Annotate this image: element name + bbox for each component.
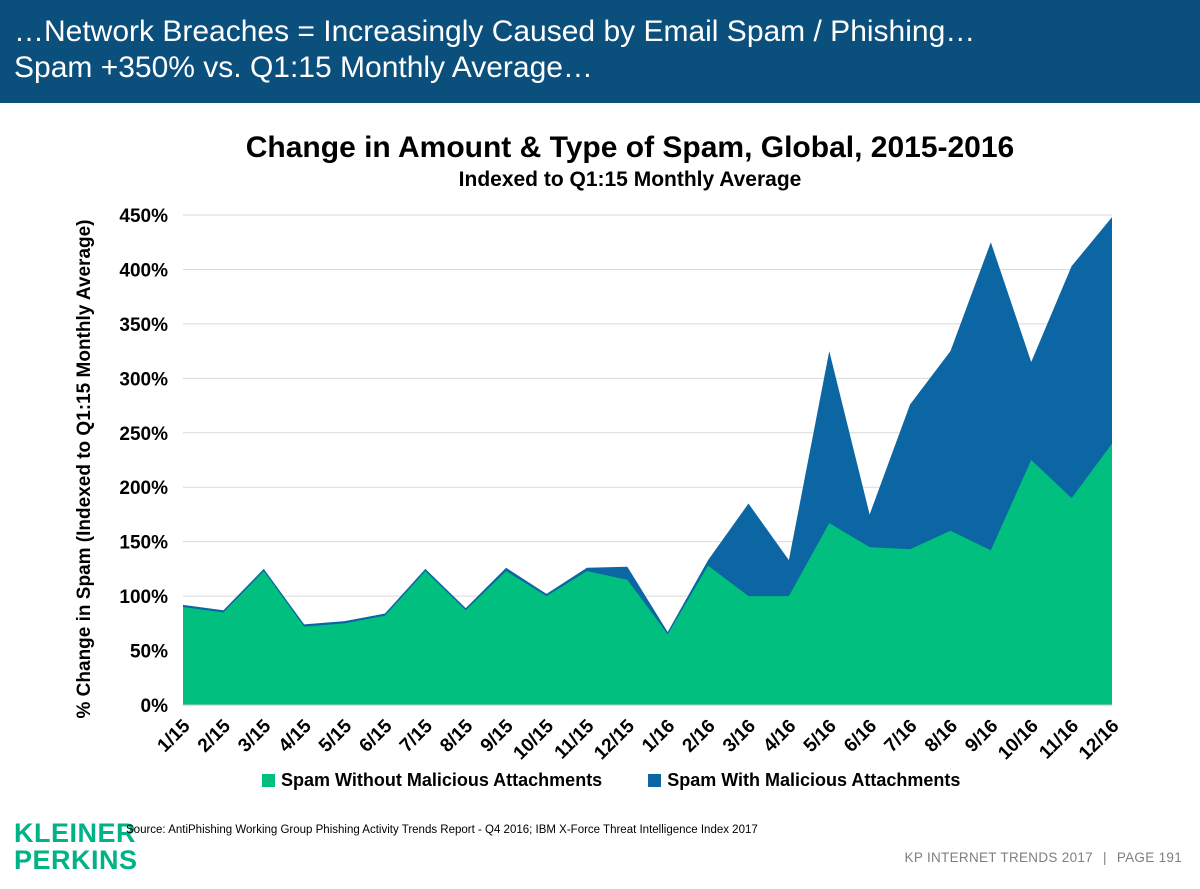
x-tick-label: 6/16 <box>840 716 881 757</box>
y-tick-label: 200% <box>119 478 168 499</box>
y-tick-label: 0% <box>141 696 169 717</box>
footer: KP INTERNET TRENDS 2017 | PAGE 191 <box>905 850 1182 865</box>
y-tick-label: 400% <box>119 260 168 281</box>
footer-page-number: PAGE 191 <box>1116 850 1182 865</box>
x-tick-label: 1/16 <box>638 716 679 757</box>
x-tick-label: 4/15 <box>275 715 316 756</box>
x-tick-label: 1/15 <box>154 715 195 756</box>
chart-title: Change in Amount & Type of Spam, Global,… <box>245 131 1015 164</box>
y-tick-label: 250% <box>119 424 168 445</box>
x-tick-label: 10/16 <box>994 716 1042 764</box>
x-tick-label: 3/15 <box>234 715 275 756</box>
chart-legend: Spam Without Malicious Attachments Spam … <box>262 768 1006 792</box>
x-tick-label: 10/15 <box>510 715 559 764</box>
source-note: Source: AntiPhishing Working Group Phish… <box>126 824 758 836</box>
x-tick-label: 5/15 <box>315 715 356 756</box>
slide-title-line2: Spam +350% vs. Q1:15 Monthly Average… <box>14 51 593 84</box>
x-tick-label: 11/15 <box>551 715 599 763</box>
legend-label: Spam With Malicious Attachments <box>667 769 961 790</box>
x-tick-label: 2/15 <box>194 715 235 756</box>
y-tick-label: 350% <box>119 315 168 336</box>
x-tick-label: 3/16 <box>719 716 760 757</box>
slide-title: …Network Breaches = Increasingly Caused … <box>14 14 1184 86</box>
footer-separator: | <box>1103 850 1107 865</box>
x-tick-label: 6/15 <box>355 715 396 756</box>
y-tick-label: 300% <box>119 369 168 390</box>
series-area-without-malicious-attachments <box>183 443 1112 705</box>
y-axis-label: % Change in Spam (Indexed to Q1:15 Month… <box>74 219 95 718</box>
legend-swatch-blue <box>648 773 662 787</box>
legend-item-with-malicious: Spam With Malicious Attachments <box>648 770 960 791</box>
footer-report-name: KP INTERNET TRENDS 2017 <box>904 850 1093 865</box>
header-bar: …Network Breaches = Increasingly Caused … <box>0 0 1200 103</box>
kleiner-perkins-logo: KLEINER PERKINS <box>14 820 138 874</box>
x-tick-label: 8/15 <box>436 715 477 756</box>
y-tick-label: 150% <box>119 533 168 554</box>
chart-subtitle: Indexed to Q1:15 Monthly Average <box>458 168 802 191</box>
logo-line2: PERKINS <box>14 845 138 875</box>
x-tick-label: 2/16 <box>679 716 720 757</box>
y-tick-label: 450% <box>119 206 168 227</box>
x-tick-label: 11/16 <box>1035 716 1083 764</box>
x-tick-label: 4/16 <box>759 716 800 757</box>
x-tick-label: 7/15 <box>396 715 437 756</box>
y-tick-label: 100% <box>119 587 168 608</box>
legend-item-without-malicious: Spam Without Malicious Attachments <box>262 770 602 791</box>
y-tick-label: 50% <box>130 642 168 663</box>
slide-title-line1: …Network Breaches = Increasingly Caused … <box>14 15 976 48</box>
logo-line1: KLEINER <box>14 818 137 848</box>
x-tick-label: 8/16 <box>921 716 962 757</box>
x-tick-label: 12/15 <box>590 715 639 764</box>
legend-label: Spam Without Malicious Attachments <box>281 769 603 790</box>
legend-swatch-green <box>262 773 275 787</box>
x-tick-label: 12/16 <box>1075 716 1123 764</box>
x-tick-label: 5/16 <box>800 716 841 757</box>
x-tick-label: 7/16 <box>881 716 922 757</box>
